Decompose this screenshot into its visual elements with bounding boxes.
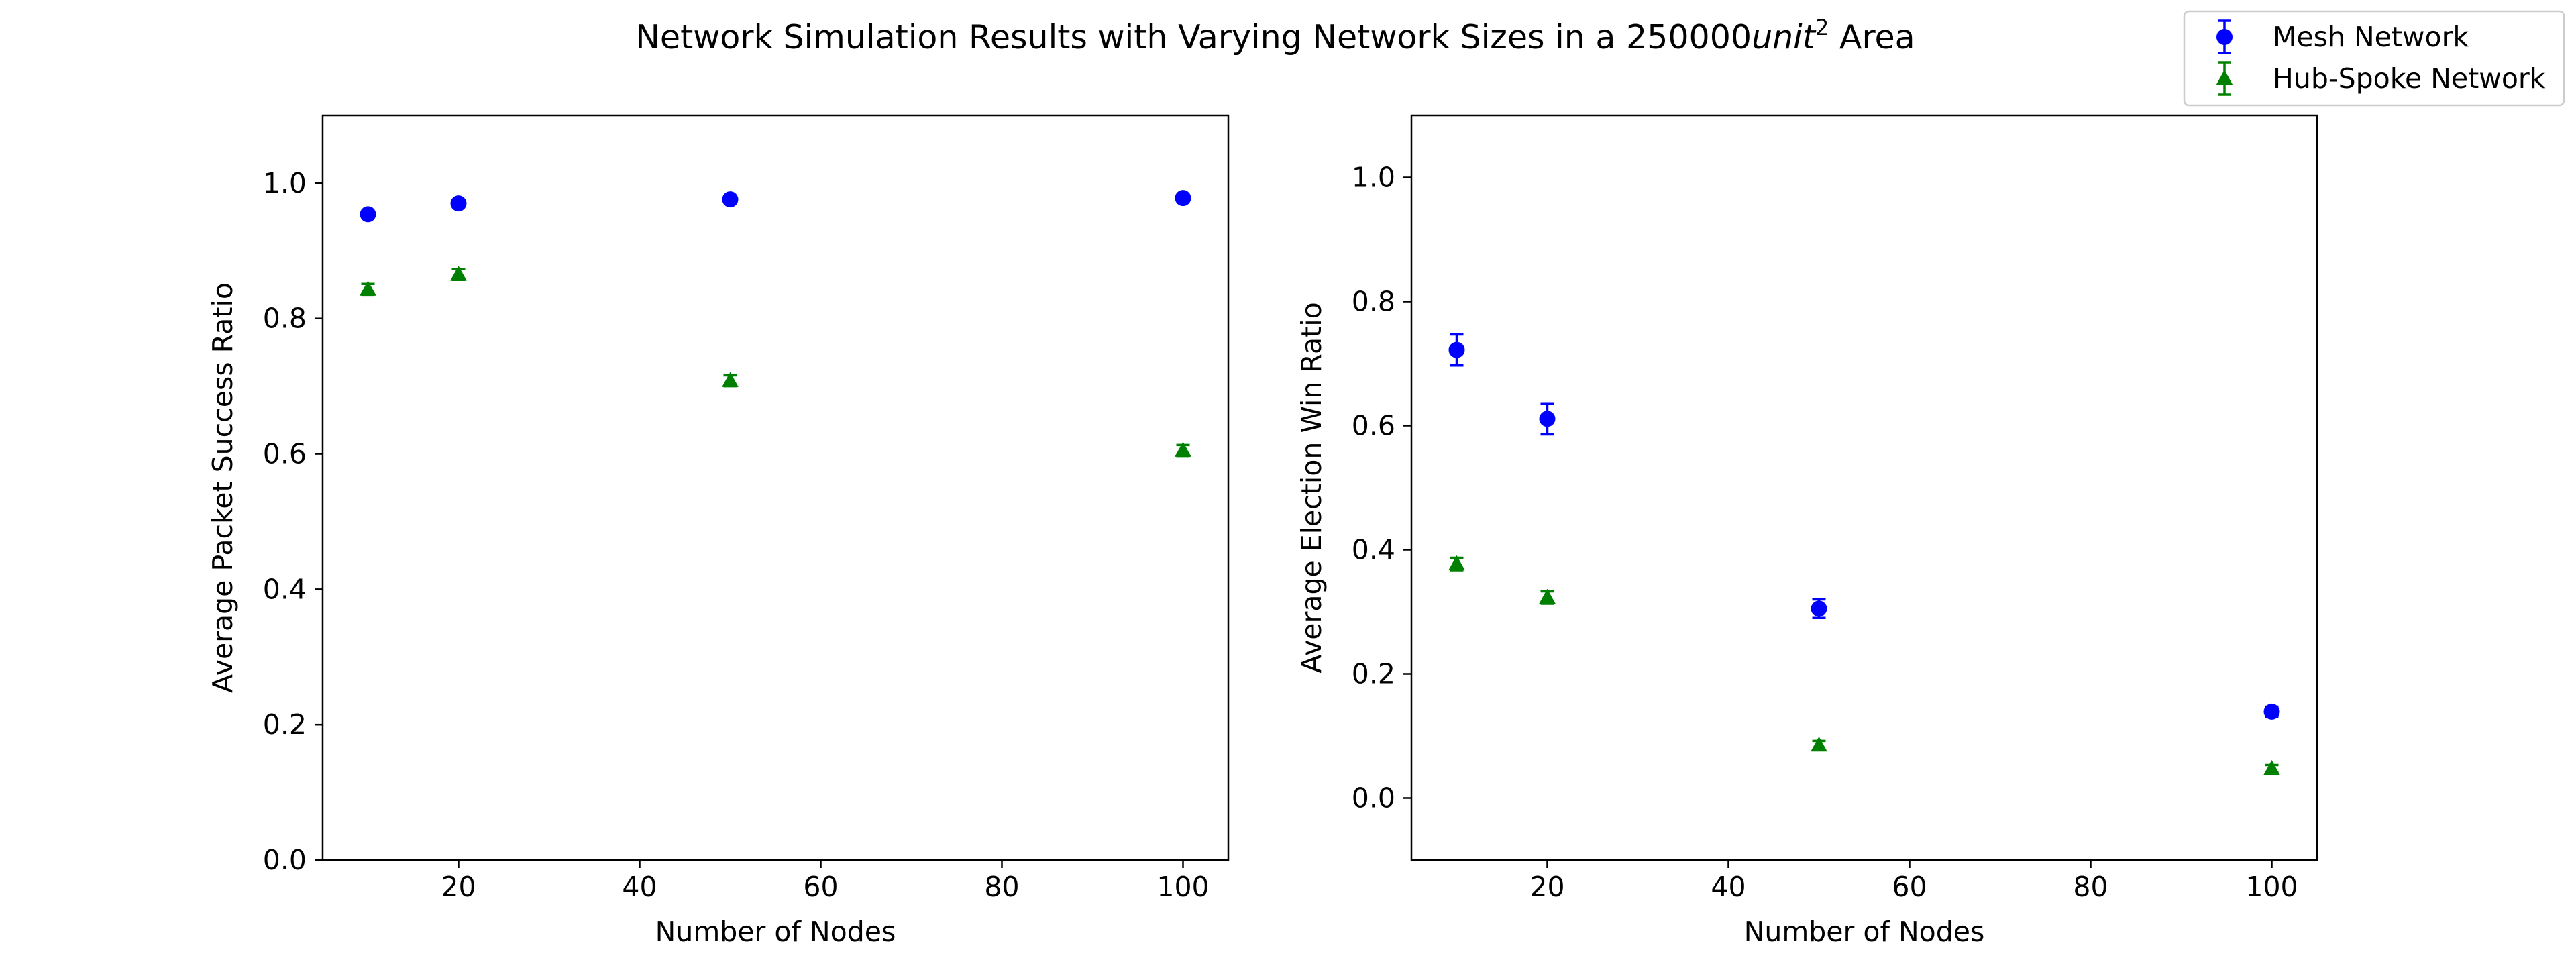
y-tick-label: 0.2: [263, 708, 307, 741]
series-2: [1448, 555, 2280, 775]
data-point: [1448, 555, 1465, 571]
title-exponent: 2: [1815, 15, 1829, 40]
legend-label: Hub-Spoke Network: [2273, 62, 2546, 95]
chart-panel-2: 20 40 60 80 100 0.0 0.2 0.4 0.6 0.8 1.0 Number of N…: [1295, 114, 2318, 948]
x-tick-label: 40: [622, 871, 657, 903]
legend: Mesh Network Hub-Spoke Network: [2183, 10, 2565, 107]
y-tick-label: 0.6: [263, 438, 307, 470]
legend-label: Mesh Network: [2273, 21, 2469, 53]
data-point: [1175, 190, 1191, 207]
title-prefix: Network Simulation Results with Varying …: [635, 18, 1752, 56]
data-point: [1539, 411, 1556, 427]
x-tick-label: 20: [441, 871, 476, 903]
plot-area-frame: [321, 114, 1230, 861]
series-2: [360, 266, 1191, 458]
plot-area-frame: [1410, 114, 2318, 861]
legend-marker: [2216, 29, 2233, 45]
data-point: [450, 195, 467, 212]
x-tick-label: 80: [2073, 871, 2108, 903]
y-tick-label: 0.8: [1352, 286, 1395, 318]
legend-entry: Mesh Network: [2216, 19, 2469, 54]
legend-marker: [2216, 70, 2233, 85]
y-tick-label: 0.6: [1352, 410, 1395, 442]
data-point: [1811, 736, 1827, 752]
series-1: [360, 190, 1191, 223]
title-unit: unit: [1752, 18, 1817, 56]
data-point: [2263, 760, 2280, 775]
y-tick-label: 1.0: [263, 167, 307, 199]
y-tick-label: 0.0: [1352, 782, 1395, 814]
y-axis-label: Average Packet Success Ratio: [207, 282, 239, 693]
y-tick-label: 0.4: [263, 573, 307, 605]
x-tick-label: 80: [984, 871, 1019, 903]
legend-frame: [2183, 10, 2565, 107]
x-axis-label: Number of Nodes: [1744, 916, 1985, 948]
legend-entry: Hub-Spoke Network: [2216, 61, 2546, 96]
x-tick-label: 20: [1529, 871, 1564, 903]
data-point: [450, 266, 467, 281]
data-point: [1811, 600, 1827, 617]
data-point: [1539, 588, 1556, 604]
chart-panel-1: 20 40 60 80 100 0.0 0.2 0.4 0.6 0.8 1.0 Number of N…: [207, 114, 1230, 948]
y-tick-label: 0.8: [263, 303, 307, 335]
title-suffix: Area: [1829, 18, 1915, 56]
chart-title: Network Simulation Results with Varying …: [635, 15, 1915, 56]
x-tick-label: 100: [1157, 871, 1209, 903]
data-point: [722, 191, 739, 208]
y-tick-label: 0.2: [1352, 658, 1395, 690]
data-point: [1448, 341, 1465, 358]
x-tick-label: 100: [2245, 871, 2298, 903]
x-axis-label: Number of Nodes: [655, 916, 896, 948]
y-axis-label: Average Election Win Ratio: [1295, 302, 1328, 673]
series-1: [1448, 333, 2280, 720]
y-tick-label: 0.0: [263, 844, 307, 876]
x-tick-label: 40: [1711, 871, 1746, 903]
x-tick-label: 60: [1892, 871, 1927, 903]
data-point: [360, 280, 376, 296]
y-tick-label: 1.0: [1352, 162, 1395, 194]
data-point: [1175, 441, 1191, 457]
y-tick-label: 0.4: [1352, 534, 1395, 566]
data-point: [722, 372, 739, 387]
data-point: [360, 206, 376, 223]
data-point: [2263, 703, 2280, 720]
x-tick-label: 60: [803, 871, 838, 903]
